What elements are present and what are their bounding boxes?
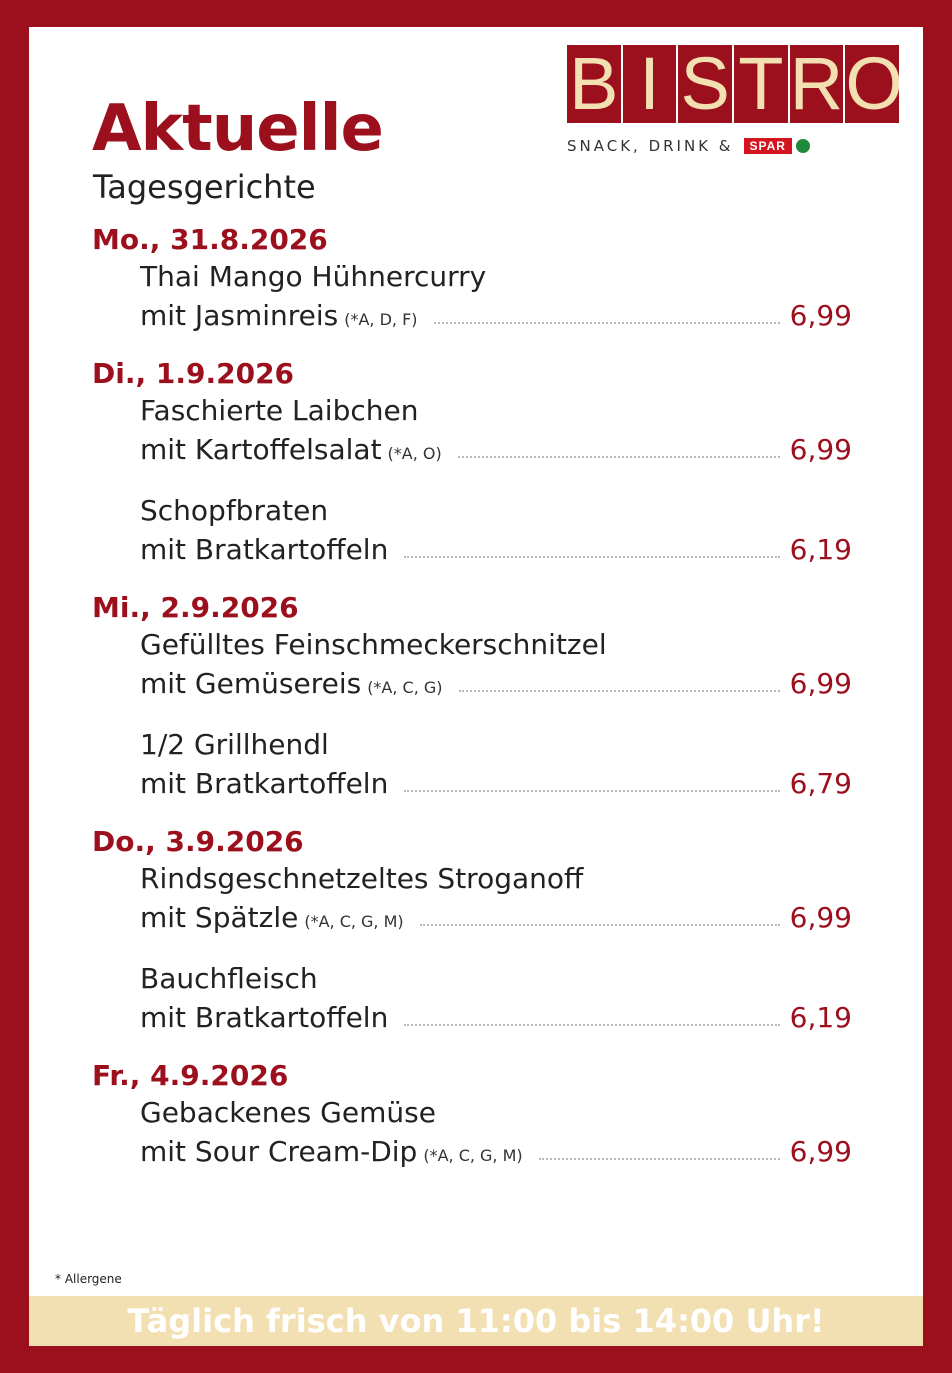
logo-letter: S bbox=[678, 45, 733, 123]
page-title: Aktuelle bbox=[92, 92, 384, 166]
menu-list: Mo., 31.8.2026 Thai Mango Hühnercurry mit … bbox=[92, 222, 852, 1192]
dish-allergens: (*A, D, F) bbox=[344, 310, 418, 329]
dish-side: mit Sour Cream-Dip bbox=[140, 1135, 418, 1168]
dish-detail-row: mit Gemüsereis (*A, C, G) 6,99 bbox=[140, 664, 852, 704]
dish-name: Gebackenes Gemüse bbox=[140, 1096, 436, 1129]
dot-leader bbox=[404, 556, 780, 558]
day-label: Fr., 4.9.2026 bbox=[92, 1059, 289, 1092]
dot-leader bbox=[458, 690, 780, 692]
dish-detail-row: mit Bratkartoffeln 6,19 bbox=[140, 998, 852, 1038]
menu-day: Mo., 31.8.2026 Thai Mango Hühnercurry mit … bbox=[92, 222, 852, 336]
day-label: Mo., 31.8.2026 bbox=[92, 223, 328, 256]
logo-tagline-row: SNACK, DRINK & SPAR bbox=[567, 137, 899, 155]
spar-brand-text: SPAR bbox=[743, 138, 792, 154]
dish-detail-row: mit Bratkartoffeln 6,79 bbox=[140, 764, 852, 804]
dish-item: Thai Mango Hühnercurry mit Jasminreis (*A,… bbox=[92, 258, 852, 336]
dot-leader bbox=[404, 1024, 780, 1026]
dish-price: 6,19 bbox=[789, 1001, 852, 1034]
dot-leader bbox=[457, 456, 780, 458]
dish-detail-row: mit Kartoffelsalat (*A, O) 6,99 bbox=[140, 430, 852, 470]
dish-name: Bauchfleisch bbox=[140, 962, 318, 995]
dish-item: Schopfbraten mit Bratkartoffeln 6,19 bbox=[92, 492, 852, 570]
dish-price: 6,99 bbox=[789, 433, 852, 466]
dish-name: Schopfbraten bbox=[140, 494, 329, 527]
menu-day: Di., 1.9.2026 Faschierte Laibchen mit Kart… bbox=[92, 356, 852, 570]
dot-leader bbox=[404, 790, 780, 792]
dish-price: 6,99 bbox=[789, 1135, 852, 1168]
opening-hours-banner: Täglich frisch von 11:00 bis 14:00 Uhr! bbox=[29, 1296, 923, 1346]
dish-side: mit Gemüsereis bbox=[140, 667, 362, 700]
dish-item: 1/2 Grillhendl mit Bratkartoffeln 6,79 bbox=[92, 726, 852, 804]
dish-price: 6,79 bbox=[789, 767, 852, 800]
logo-letter: I bbox=[622, 45, 677, 123]
dish-allergens: (*A, C, G, M) bbox=[423, 1146, 523, 1165]
dish-name: Gefülltes Feinschmeckerschnitzel bbox=[140, 628, 607, 661]
dish-price: 6,99 bbox=[789, 901, 852, 934]
logo-letter: B bbox=[567, 45, 621, 123]
dish-name: Faschierte Laibchen bbox=[140, 394, 419, 427]
menu-day: Fr., 4.9.2026 Gebackenes Gemüse mit Sour C… bbox=[92, 1058, 852, 1172]
menu-day: Do., 3.9.2026 Rindsgeschnetzeltes Strogan… bbox=[92, 824, 852, 1038]
dish-item: Bauchfleisch mit Bratkartoffeln 6,19 bbox=[92, 960, 852, 1038]
logo-letter: O bbox=[845, 45, 900, 123]
dish-detail-row: mit Sour Cream-Dip (*A, C, G, M) 6,99 bbox=[140, 1132, 852, 1172]
dish-price: 6,99 bbox=[789, 667, 852, 700]
logo-letter: R bbox=[789, 45, 844, 123]
day-label: Do., 3.9.2026 bbox=[92, 825, 304, 858]
allergen-footnote: * Allergene bbox=[55, 1272, 122, 1286]
dish-item: Rindsgeschnetzeltes Stroganoff mit Spätzl… bbox=[92, 860, 852, 938]
dish-allergens: (*A, O) bbox=[387, 444, 442, 463]
page-subtitle: Tagesgerichte bbox=[93, 168, 316, 206]
logo-tagline: SNACK, DRINK & bbox=[567, 137, 734, 155]
dish-detail-row: mit Bratkartoffeln 6,19 bbox=[140, 530, 852, 570]
dish-allergens: (*A, C, G, M) bbox=[304, 912, 404, 931]
dish-side: mit Kartoffelsalat bbox=[140, 433, 382, 466]
dish-price: 6,99 bbox=[789, 299, 852, 332]
dish-item: Gebackenes Gemüse mit Sour Cream-Dip (*A, … bbox=[92, 1094, 852, 1172]
logo-letter: T bbox=[734, 45, 788, 123]
dot-leader bbox=[433, 322, 780, 324]
dish-name: Thai Mango Hühnercurry bbox=[140, 260, 487, 293]
dish-price: 6,19 bbox=[789, 533, 852, 566]
dish-side: mit Bratkartoffeln bbox=[140, 1001, 389, 1034]
dish-side: mit Jasminreis bbox=[140, 299, 339, 332]
day-label: Di., 1.9.2026 bbox=[92, 357, 295, 390]
dish-side: mit Spätzle bbox=[140, 901, 299, 934]
spar-tree-icon bbox=[795, 139, 810, 153]
dot-leader bbox=[419, 924, 780, 926]
spar-logo: SPAR bbox=[743, 138, 810, 154]
dish-detail-row: mit Jasminreis (*A, D, F) 6,99 bbox=[140, 296, 852, 336]
dot-leader bbox=[538, 1158, 780, 1160]
day-label: Mi., 2.9.2026 bbox=[92, 591, 299, 624]
dish-item: Faschierte Laibchen mit Kartoffelsalat (*A… bbox=[92, 392, 852, 470]
dish-detail-row: mit Spätzle (*A, C, G, M) 6,99 bbox=[140, 898, 852, 938]
dish-name: 1/2 Grillhendl bbox=[140, 728, 329, 761]
dish-side: mit Bratkartoffeln bbox=[140, 533, 389, 566]
menu-day: Mi., 2.9.2026 Gefülltes Feinschmeckerschn… bbox=[92, 590, 852, 804]
dish-side: mit Bratkartoffeln bbox=[140, 767, 389, 800]
dish-allergens: (*A, C, G) bbox=[367, 678, 443, 697]
dish-item: Gefülltes Feinschmeckerschnitzel mit Gemü… bbox=[92, 626, 852, 704]
dish-name: Rindsgeschnetzeltes Stroganoff bbox=[140, 862, 584, 895]
